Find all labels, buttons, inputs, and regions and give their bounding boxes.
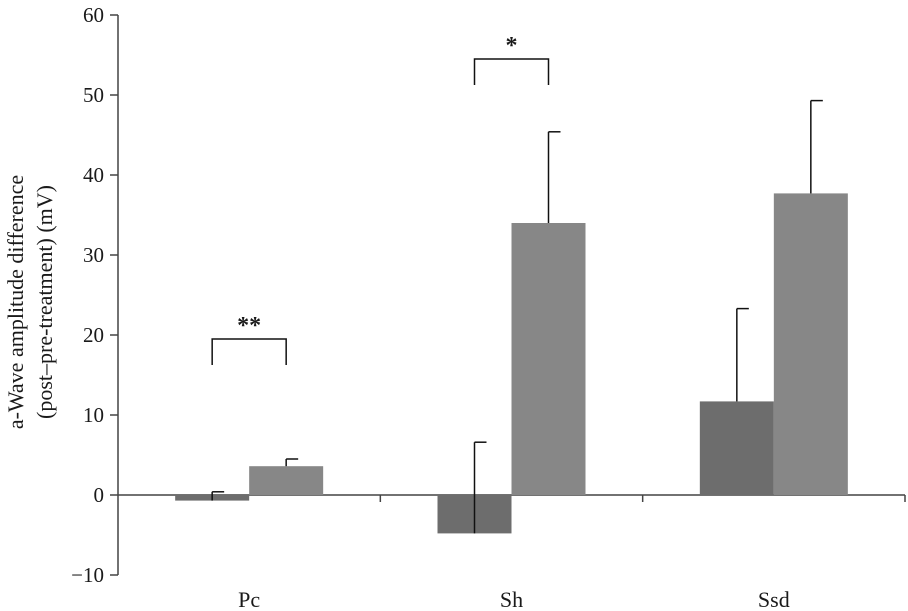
- x-category-label: Pc: [238, 587, 260, 611]
- significance-bracket-sh: [473, 58, 550, 85]
- y-tick-label: 60: [83, 3, 104, 27]
- y-axis-label-line-2: (post–pre-treatment) (mV): [32, 185, 57, 419]
- y-tick-label: 50: [83, 83, 104, 107]
- bar-ssd-series-1: [699, 401, 774, 495]
- y-axis-label-line-1: a-Wave amplitude difference: [3, 175, 28, 429]
- y-tick-label: 30: [83, 243, 104, 267]
- x-category-label: Sh: [500, 587, 523, 611]
- bar-ssd-series-2: [773, 193, 848, 495]
- y-tick-label: −10: [71, 563, 104, 587]
- significance-label-sh: *: [506, 33, 518, 59]
- bar-pc-series-2: [249, 466, 324, 495]
- y-tick-label: 20: [83, 323, 104, 347]
- y-tick-label: 40: [83, 163, 104, 187]
- y-tick-label: 10: [83, 403, 104, 427]
- y-tick-label: 0: [94, 483, 105, 507]
- significance-label-pc: **: [237, 313, 261, 339]
- significance-bracket-pc: [211, 338, 287, 365]
- x-category-label: Ssd: [758, 587, 790, 611]
- bar-sh-series-2: [511, 223, 586, 495]
